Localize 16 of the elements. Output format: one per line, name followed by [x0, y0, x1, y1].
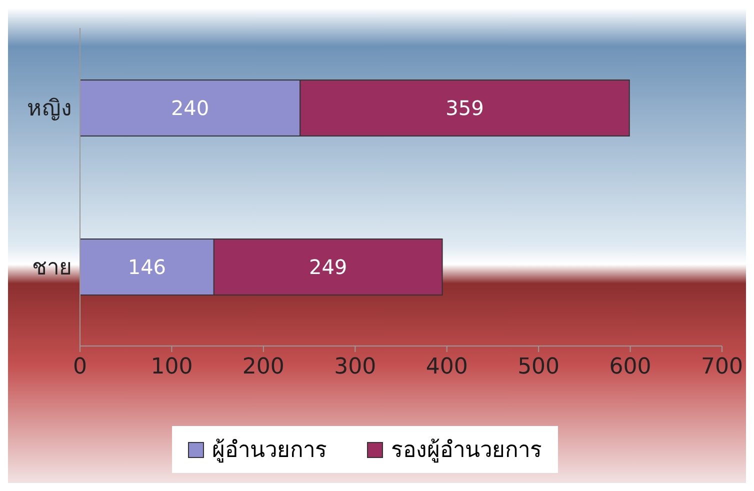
- data-label: 240: [170, 96, 210, 120]
- data-label: 249: [308, 255, 348, 280]
- legend-label: ผู้อำนวยการ: [211, 437, 327, 465]
- legend-label: รองผู้อำนวยการ: [390, 437, 542, 465]
- x-tick-label: 400: [426, 354, 468, 380]
- y-tick-label: หญิง: [27, 96, 72, 122]
- data-label: 146: [128, 255, 166, 280]
- x-tick-label: 700: [701, 354, 743, 380]
- data-label: 359: [446, 96, 484, 120]
- y-tick-label: ชาย: [32, 255, 72, 280]
- x-tick-label: 500: [518, 354, 560, 380]
- x-tick-label: 0: [73, 354, 87, 380]
- x-tick-label: 600: [609, 354, 652, 380]
- x-tick-label: 100: [150, 354, 193, 380]
- x-tick-label: 300: [334, 354, 376, 380]
- x-tick-label: 200: [242, 354, 284, 380]
